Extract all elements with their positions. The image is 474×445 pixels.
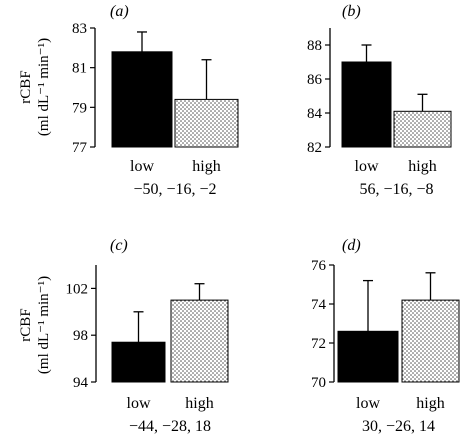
y-tick-label: 86 <box>307 72 323 88</box>
y-tick-label: 72 <box>311 336 326 352</box>
category-label: high <box>192 158 220 175</box>
panel-letter: (d) <box>342 237 361 254</box>
y-tick-label: 70 <box>311 375 326 391</box>
chart-panel-4: (d) 70 72 74 76 low high 30, −26, 14 <box>311 237 460 435</box>
bar-high <box>401 299 460 383</box>
coordinate-label: −44, −28, 18 <box>129 418 211 435</box>
category-label: high <box>185 395 213 412</box>
coordinate-label: 30, −26, 14 <box>362 418 435 435</box>
bar-high <box>170 299 229 383</box>
coordinate-label: −50, −16, −2 <box>133 181 216 198</box>
y-tick-label: 98 <box>73 328 88 344</box>
chart-panel-1: (a) 77 79 81 83 low high −50, −16, −2 rCBF (ml dL… <box>18 3 239 198</box>
y-tick-label: 102 <box>66 281 89 297</box>
panel-letter: (c) <box>110 237 128 254</box>
panel-letter: (a) <box>110 3 129 20</box>
y-axis-label: rCBF <box>18 70 34 103</box>
y-tick-label: 88 <box>307 38 322 54</box>
bar-high <box>174 98 239 148</box>
y-axis-units: (ml dL⁻¹ min⁻¹) <box>36 276 52 374</box>
category-label: low <box>355 158 379 175</box>
y-tick-label: 74 <box>311 297 327 313</box>
coordinate-label: 56, −16, −8 <box>359 181 433 198</box>
category-label: high <box>408 158 436 175</box>
y-tick-label: 81 <box>72 61 87 77</box>
y-tick-label: 77 <box>72 140 88 156</box>
bar-low <box>111 51 173 148</box>
category-label: low <box>130 158 154 175</box>
y-tick-label: 94 <box>73 375 89 391</box>
y-tick-label: 79 <box>72 100 87 116</box>
chart-panel-3: (c) 94 98 102 low high −44, −28, 18 rCBF (ml dL⁻… <box>18 237 229 435</box>
bar-low <box>337 330 399 383</box>
bar-low <box>111 341 166 383</box>
category-label: high <box>416 395 444 412</box>
bar-high <box>393 110 452 148</box>
y-tick-label: 84 <box>307 106 323 122</box>
y-tick-label: 83 <box>72 21 87 37</box>
y-tick-label: 76 <box>311 258 327 274</box>
y-axis-units: (ml dL⁻¹ min⁻¹) <box>36 38 52 136</box>
y-tick-label: 82 <box>307 140 322 156</box>
category-label: low <box>127 395 151 412</box>
panel-letter: (b) <box>342 3 361 20</box>
y-axis-label: rCBF <box>18 308 34 341</box>
bar-low <box>341 61 392 148</box>
category-label: low <box>356 395 380 412</box>
chart-panel-2: (b) 82 84 86 88 low high 56, −16, −8 <box>307 3 452 198</box>
